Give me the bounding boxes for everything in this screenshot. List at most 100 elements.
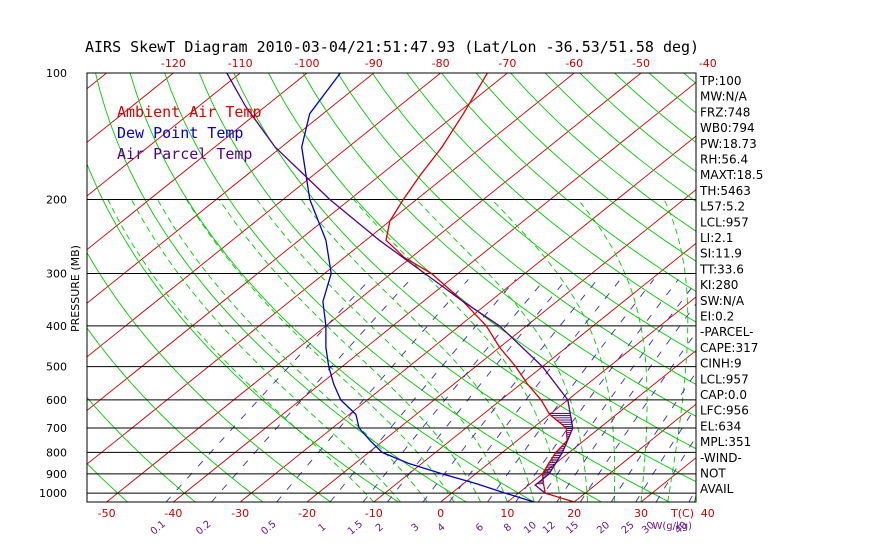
top-temp-tick-label: -70 xyxy=(498,57,516,70)
stat-entry: CINH:9 xyxy=(700,357,742,371)
moist-adiabat-line xyxy=(300,199,535,502)
mixing-ratio-line xyxy=(448,279,621,502)
bottom-temp-tick-label: 10 xyxy=(500,507,514,520)
dry-adiabat-line xyxy=(371,73,696,354)
top-temp-tick-label: -40 xyxy=(699,57,717,70)
mixing-ratio-line xyxy=(487,279,655,502)
isotherm-line xyxy=(0,73,40,502)
stat-entry: CAP:0.0 xyxy=(700,388,747,402)
stat-entry: SI:11.9 xyxy=(700,247,742,261)
bottom-temp-tick-label: 20 xyxy=(567,507,581,520)
isotherm-line xyxy=(106,73,642,502)
isotherm-line xyxy=(239,135,696,502)
isotherm-line xyxy=(440,296,696,502)
mixing-ratio-line xyxy=(537,281,696,502)
moist-adiabat-line xyxy=(577,199,648,502)
plot-frame xyxy=(86,72,697,503)
legend-entry: Dew Point Temp xyxy=(117,124,243,142)
stat-entry: SW:N/A xyxy=(700,294,745,308)
bottom-temp-tick-label: 40 xyxy=(701,507,715,520)
dry-adiabat-line xyxy=(268,73,696,450)
isotherm-line xyxy=(87,73,241,197)
mixing-ratio-line xyxy=(362,279,546,502)
bottom-temp-tick-label: -20 xyxy=(298,507,316,520)
moist-adiabat-line xyxy=(256,199,508,502)
pressure-tick-label: 500 xyxy=(46,361,67,374)
pressure-tick-label: 800 xyxy=(46,446,67,459)
stat-entry: -WIND- xyxy=(700,451,742,465)
mixing-ratio-tick-label: 0.1 xyxy=(149,519,168,538)
mixing-ratio-tick-label: 10 xyxy=(522,520,539,537)
mixing-ratio-tick-label: 0.5 xyxy=(259,519,278,538)
stat-entry: CAPE:317 xyxy=(700,341,758,355)
mixing-ratio-tick-label: 15 xyxy=(564,520,581,537)
mixing-ratio-tick-label: 2 xyxy=(374,522,386,535)
legend: Ambient Air Temp Dew Point Temp Air Parcel… xyxy=(117,103,262,163)
temp-axis-label: T(C) xyxy=(670,507,694,520)
top-temp-tick-label: -100 xyxy=(295,57,320,70)
dew-point-temp-line xyxy=(301,73,535,502)
isotherm-line xyxy=(507,350,696,502)
moist-adiabat-line xyxy=(107,199,375,502)
mixing-ratio-line xyxy=(422,279,598,502)
moist-adiabat-line xyxy=(663,199,689,502)
mixing-ratio-line xyxy=(556,303,696,502)
stat-entry: KI:280 xyxy=(700,278,738,292)
chart-title-group: AIRS SkewT Diagram 2010-03-04/21:51:47.9… xyxy=(85,38,699,56)
mixing-ratio-tick-label: 1.5 xyxy=(346,519,365,538)
pressure-tick-label: 900 xyxy=(46,468,67,481)
pressure-tick-label: 600 xyxy=(46,394,67,407)
pressure-tick-label: 200 xyxy=(46,193,67,206)
mixing-ratio-tick-label: 0.2 xyxy=(194,519,213,538)
stat-entry: -PARCEL- xyxy=(700,325,754,339)
dry-adiabat-line xyxy=(198,73,670,502)
mixing-ratio-tick-label: 8 xyxy=(502,522,514,535)
dry-adiabat-line xyxy=(0,73,60,502)
top-temp-tick-label: -50 xyxy=(632,57,650,70)
moist-adiabat-line xyxy=(416,199,589,502)
top-temp-tick-label: -90 xyxy=(365,57,383,70)
dry-adiabat-line xyxy=(788,73,870,502)
mixing-ratio-line xyxy=(276,279,469,502)
moist-adiabat-line xyxy=(491,199,616,502)
dry-adiabat-line xyxy=(648,73,696,114)
dry-adiabat-line xyxy=(87,396,196,502)
mixing-ratio-tick-label: 1 xyxy=(316,522,328,535)
dry-adiabat-line xyxy=(87,251,331,502)
stat-entry: L57:5.2 xyxy=(700,200,745,214)
top-temp-tick-label: -110 xyxy=(228,57,253,70)
dry-adiabat-line xyxy=(406,73,696,323)
mixing-ratio-tick-label: 4 xyxy=(436,522,448,535)
isotherm-line xyxy=(87,73,441,358)
stat-entry: FRZ:748 xyxy=(700,105,750,119)
dry-adiabat-line xyxy=(475,73,696,262)
mixing-ratio-tick-label: 6 xyxy=(474,522,486,535)
mixing-ratio-tick-label: 25 xyxy=(620,520,637,537)
mixing-ratio-line xyxy=(579,331,696,502)
dry-adiabat-line xyxy=(233,73,696,483)
stat-entry: LFC:956 xyxy=(700,404,749,418)
dry-adiabat-line xyxy=(857,73,870,502)
stat-entry: TT:33.6 xyxy=(699,262,744,276)
pressure-tick-label: 700 xyxy=(46,422,67,435)
mixing-ratio-tick-label: 12 xyxy=(541,520,558,537)
stat-entry: TP:100 xyxy=(699,74,742,88)
pressure-tick-label: 300 xyxy=(46,267,67,280)
mixing-ratio-tick-label: 3 xyxy=(409,522,421,535)
bottom-temp-tick-label: 0 xyxy=(437,507,444,520)
bottom-temp-tick-label: 30 xyxy=(634,507,648,520)
air-parcel-temp-line xyxy=(226,73,574,494)
stat-entry: EL:634 xyxy=(700,419,741,433)
bottom-temp-tick-label: -10 xyxy=(365,507,383,520)
top-temp-tick-label: -60 xyxy=(565,57,583,70)
stat-entry: NOT xyxy=(700,467,726,481)
dry-adiabat-line xyxy=(164,73,602,502)
legend-entry: Ambient Air Temp xyxy=(117,103,262,121)
isotherm-line xyxy=(87,73,107,90)
stat-entry: LI:2.1 xyxy=(700,231,733,245)
mixing-ratio-axis-label: W(g/kg) xyxy=(652,521,692,532)
skewt-background-lines xyxy=(0,73,870,502)
moist-adiabat-line xyxy=(186,199,455,502)
